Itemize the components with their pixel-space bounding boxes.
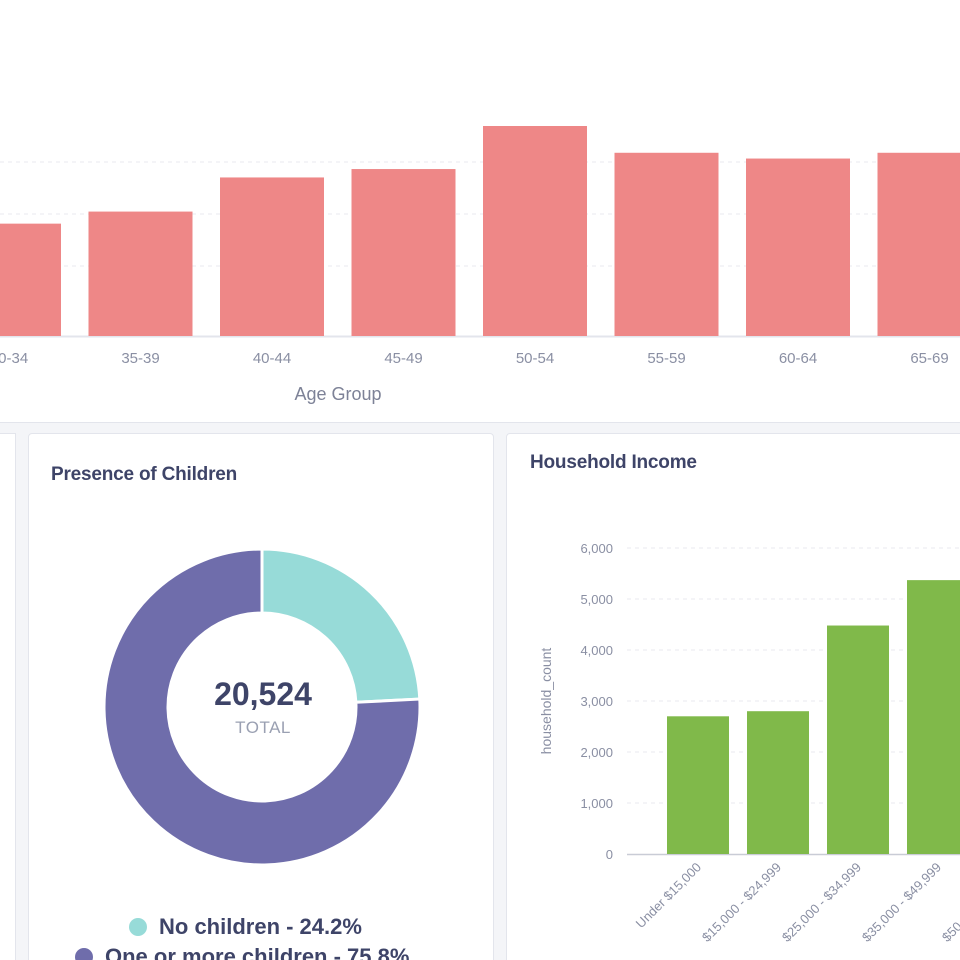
donut-slice	[102, 547, 422, 867]
y-tick-label: 3,000	[580, 694, 613, 709]
donut-slice	[260, 547, 422, 704]
income-tick-label: Under $15,000	[633, 860, 704, 931]
income-tick-label: $25,000 - $34,999	[779, 860, 864, 945]
income-bar	[667, 716, 729, 854]
y-tick-label: 2,000	[580, 745, 613, 760]
age-tick-label: 45-49	[384, 350, 422, 367]
income-bar	[907, 580, 960, 854]
age-bar	[614, 152, 719, 336]
legend-item-no-children[interactable]: No children - 24.2%	[129, 914, 362, 940]
income-chart-title: Household Income	[530, 452, 697, 473]
y-tick-label: 1,000	[580, 796, 613, 811]
y-tick-label: 0	[606, 847, 613, 862]
y-axis-label: household_count	[538, 648, 554, 755]
age-group-chart: 30-34 35-39 40-44 45-49 50-54 55-59 60-64 65-69…	[0, 126, 960, 404]
household-income-panel: Household Income 0 1,000 2,000 3,000 4,000 5,…	[506, 433, 960, 960]
legend-label: No children - 24.2%	[159, 914, 362, 939]
age-tick-label: 60-64	[779, 350, 817, 367]
legend-dot-icon	[75, 948, 93, 960]
age-tick-label: 50-54	[516, 350, 554, 367]
presence-of-children-panel: Presence of Children 20,524 TOTAL No chi…	[28, 433, 494, 960]
children-donut-chart	[102, 547, 422, 867]
age-tick-label: 35-39	[121, 350, 159, 367]
y-tick-label: 6,000	[580, 541, 613, 556]
income-bar	[827, 625, 889, 854]
household-income-chart: 0 1,000 2,000 3,000 4,000 5,000 6,000 household…	[538, 541, 960, 945]
age-bar	[88, 211, 193, 336]
age-x-axis-label: Age Group	[294, 384, 381, 404]
age-tick-label: 65-69	[910, 350, 948, 367]
age-bar	[220, 177, 324, 336]
y-tick-label: 4,000	[580, 643, 613, 658]
legend-dot-icon	[129, 918, 147, 936]
donut-total-label: TOTAL	[235, 718, 291, 737]
income-tick-label: $50,000 - $74,999	[939, 860, 960, 945]
legend-item-one-or-more-children[interactable]: One or more children - 75.8%	[75, 944, 409, 960]
children-chart-title: Presence of Children	[51, 464, 238, 485]
age-tick-label: 30-34	[0, 350, 28, 367]
age-tick-label: 40-44	[253, 350, 291, 367]
age-bar	[0, 223, 61, 336]
donut-total-value: 20,524	[214, 676, 312, 712]
income-tick-label: $15,000 - $24,999	[699, 860, 784, 945]
left-panel-edge	[0, 433, 16, 960]
age-bar	[877, 152, 960, 336]
age-bar	[351, 169, 456, 336]
y-tick-label: 5,000	[580, 592, 613, 607]
age-tick-label: 55-59	[647, 350, 685, 367]
legend-label: One or more children - 75.8%	[105, 944, 410, 960]
income-tick-label: $35,000 - $49,999	[859, 860, 944, 945]
age-bar	[483, 126, 587, 336]
income-bar	[747, 711, 809, 854]
age-bar	[746, 158, 850, 336]
